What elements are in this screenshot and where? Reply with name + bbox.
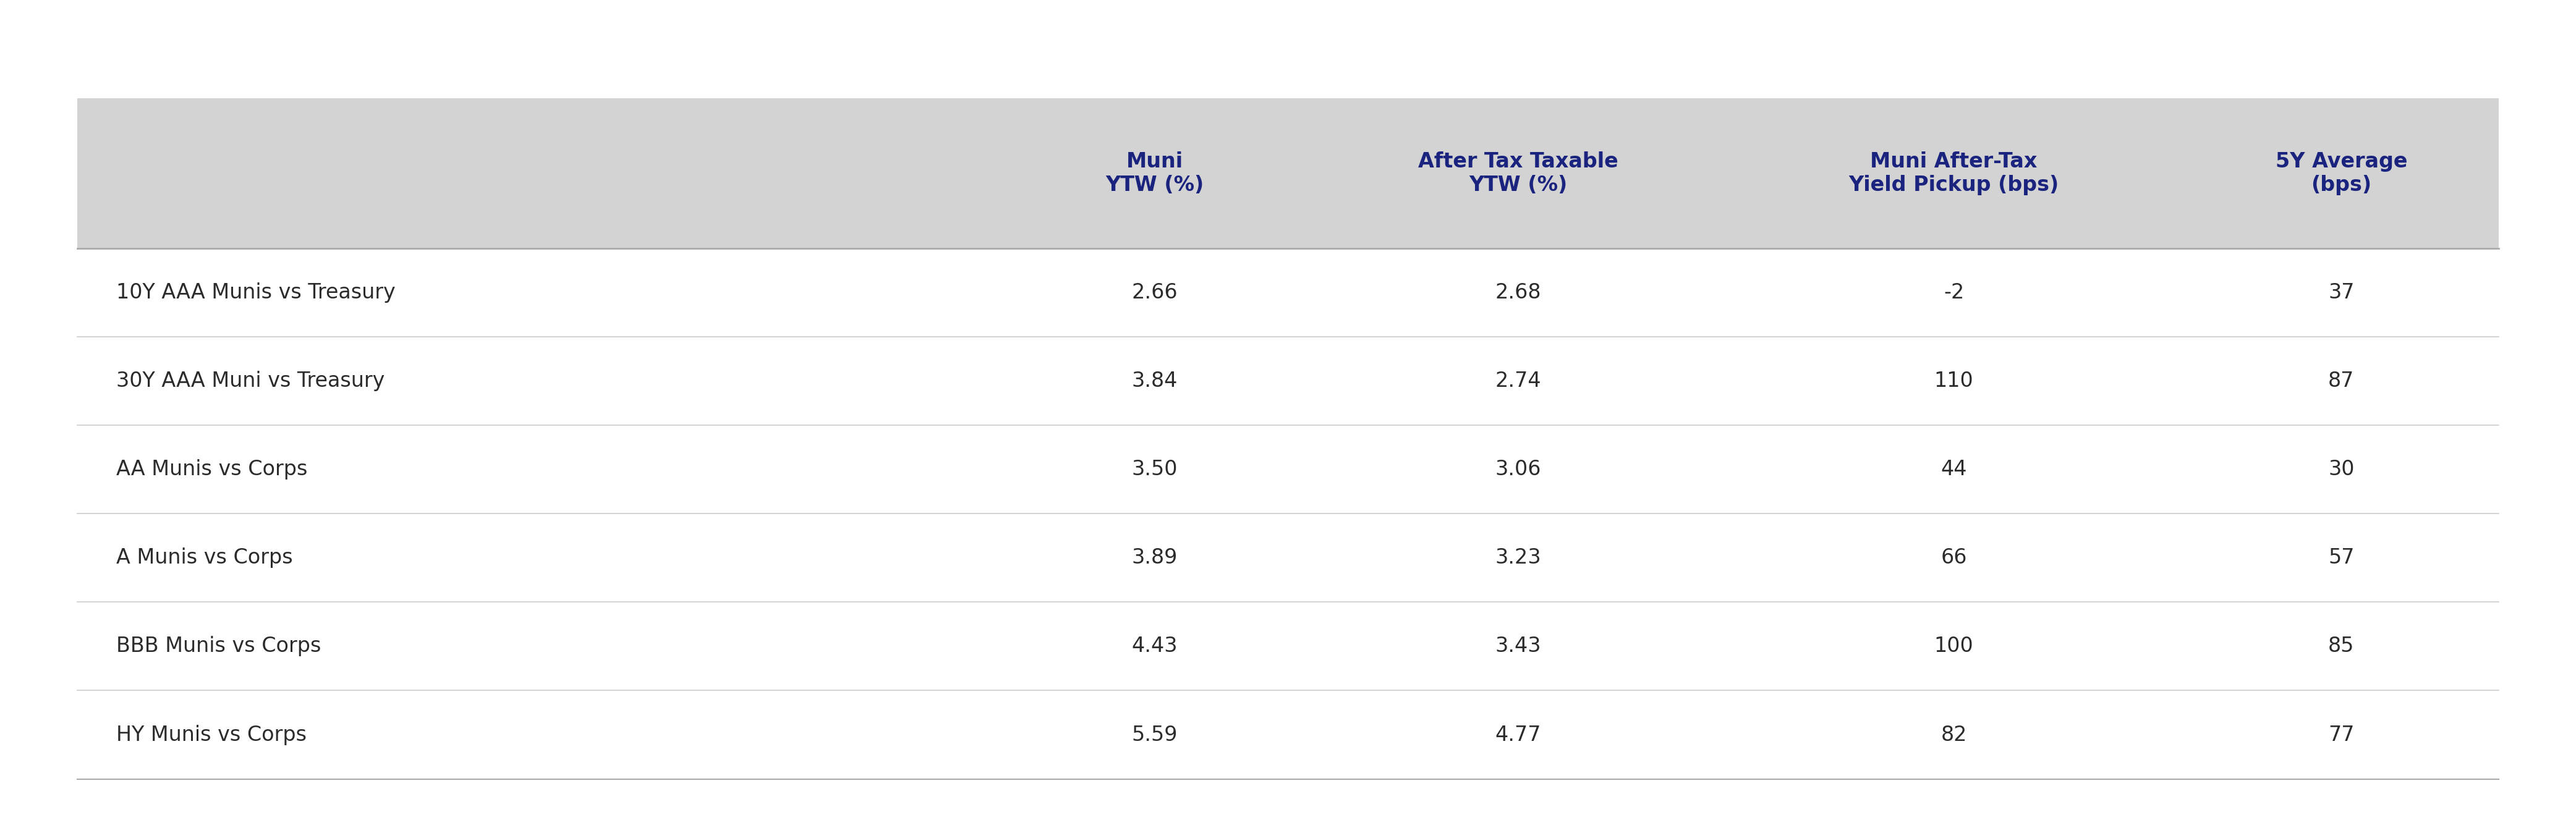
Text: 3.50: 3.50 (1131, 459, 1177, 480)
Text: 87: 87 (2329, 371, 2354, 391)
Text: Muni After-Tax
Yield Pickup (bps): Muni After-Tax Yield Pickup (bps) (1850, 151, 2058, 195)
Text: 2.66: 2.66 (1131, 282, 1177, 303)
Text: 82: 82 (1940, 725, 1968, 745)
Text: HY Munis vs Corps: HY Munis vs Corps (116, 725, 307, 745)
Text: 3.43: 3.43 (1494, 636, 1540, 657)
Text: BBB Munis vs Corps: BBB Munis vs Corps (116, 636, 322, 657)
Text: 66: 66 (1940, 548, 1968, 568)
Text: AA Munis vs Corps: AA Munis vs Corps (116, 459, 307, 480)
Text: Muni
YTW (%): Muni YTW (%) (1105, 151, 1203, 195)
Text: -2: -2 (1942, 282, 1965, 303)
Text: 57: 57 (2329, 548, 2354, 568)
Text: 30: 30 (2329, 459, 2354, 480)
Text: 37: 37 (2329, 282, 2354, 303)
Text: 2.68: 2.68 (1494, 282, 1540, 303)
Text: 5Y Average
(bps): 5Y Average (bps) (2275, 151, 2409, 195)
Text: 3.89: 3.89 (1131, 548, 1177, 568)
Text: 100: 100 (1935, 636, 1973, 657)
Text: 44: 44 (1940, 459, 1968, 480)
Text: 3.84: 3.84 (1131, 371, 1177, 391)
Text: 3.23: 3.23 (1494, 548, 1540, 568)
Text: 10Y AAA Munis vs Treasury: 10Y AAA Munis vs Treasury (116, 282, 394, 303)
Text: A Munis vs Corps: A Munis vs Corps (116, 548, 294, 568)
Text: 2.74: 2.74 (1494, 371, 1540, 391)
Text: 85: 85 (2329, 636, 2354, 657)
Text: 3.06: 3.06 (1494, 459, 1540, 480)
Text: 30Y AAA Muni vs Treasury: 30Y AAA Muni vs Treasury (116, 371, 384, 391)
Text: 4.77: 4.77 (1494, 725, 1540, 745)
Text: 110: 110 (1935, 371, 1973, 391)
Text: 77: 77 (2329, 725, 2354, 745)
Text: After Tax Taxable
YTW (%): After Tax Taxable YTW (%) (1417, 151, 1618, 195)
Text: 5.59: 5.59 (1131, 725, 1177, 745)
Text: 4.43: 4.43 (1131, 636, 1177, 657)
